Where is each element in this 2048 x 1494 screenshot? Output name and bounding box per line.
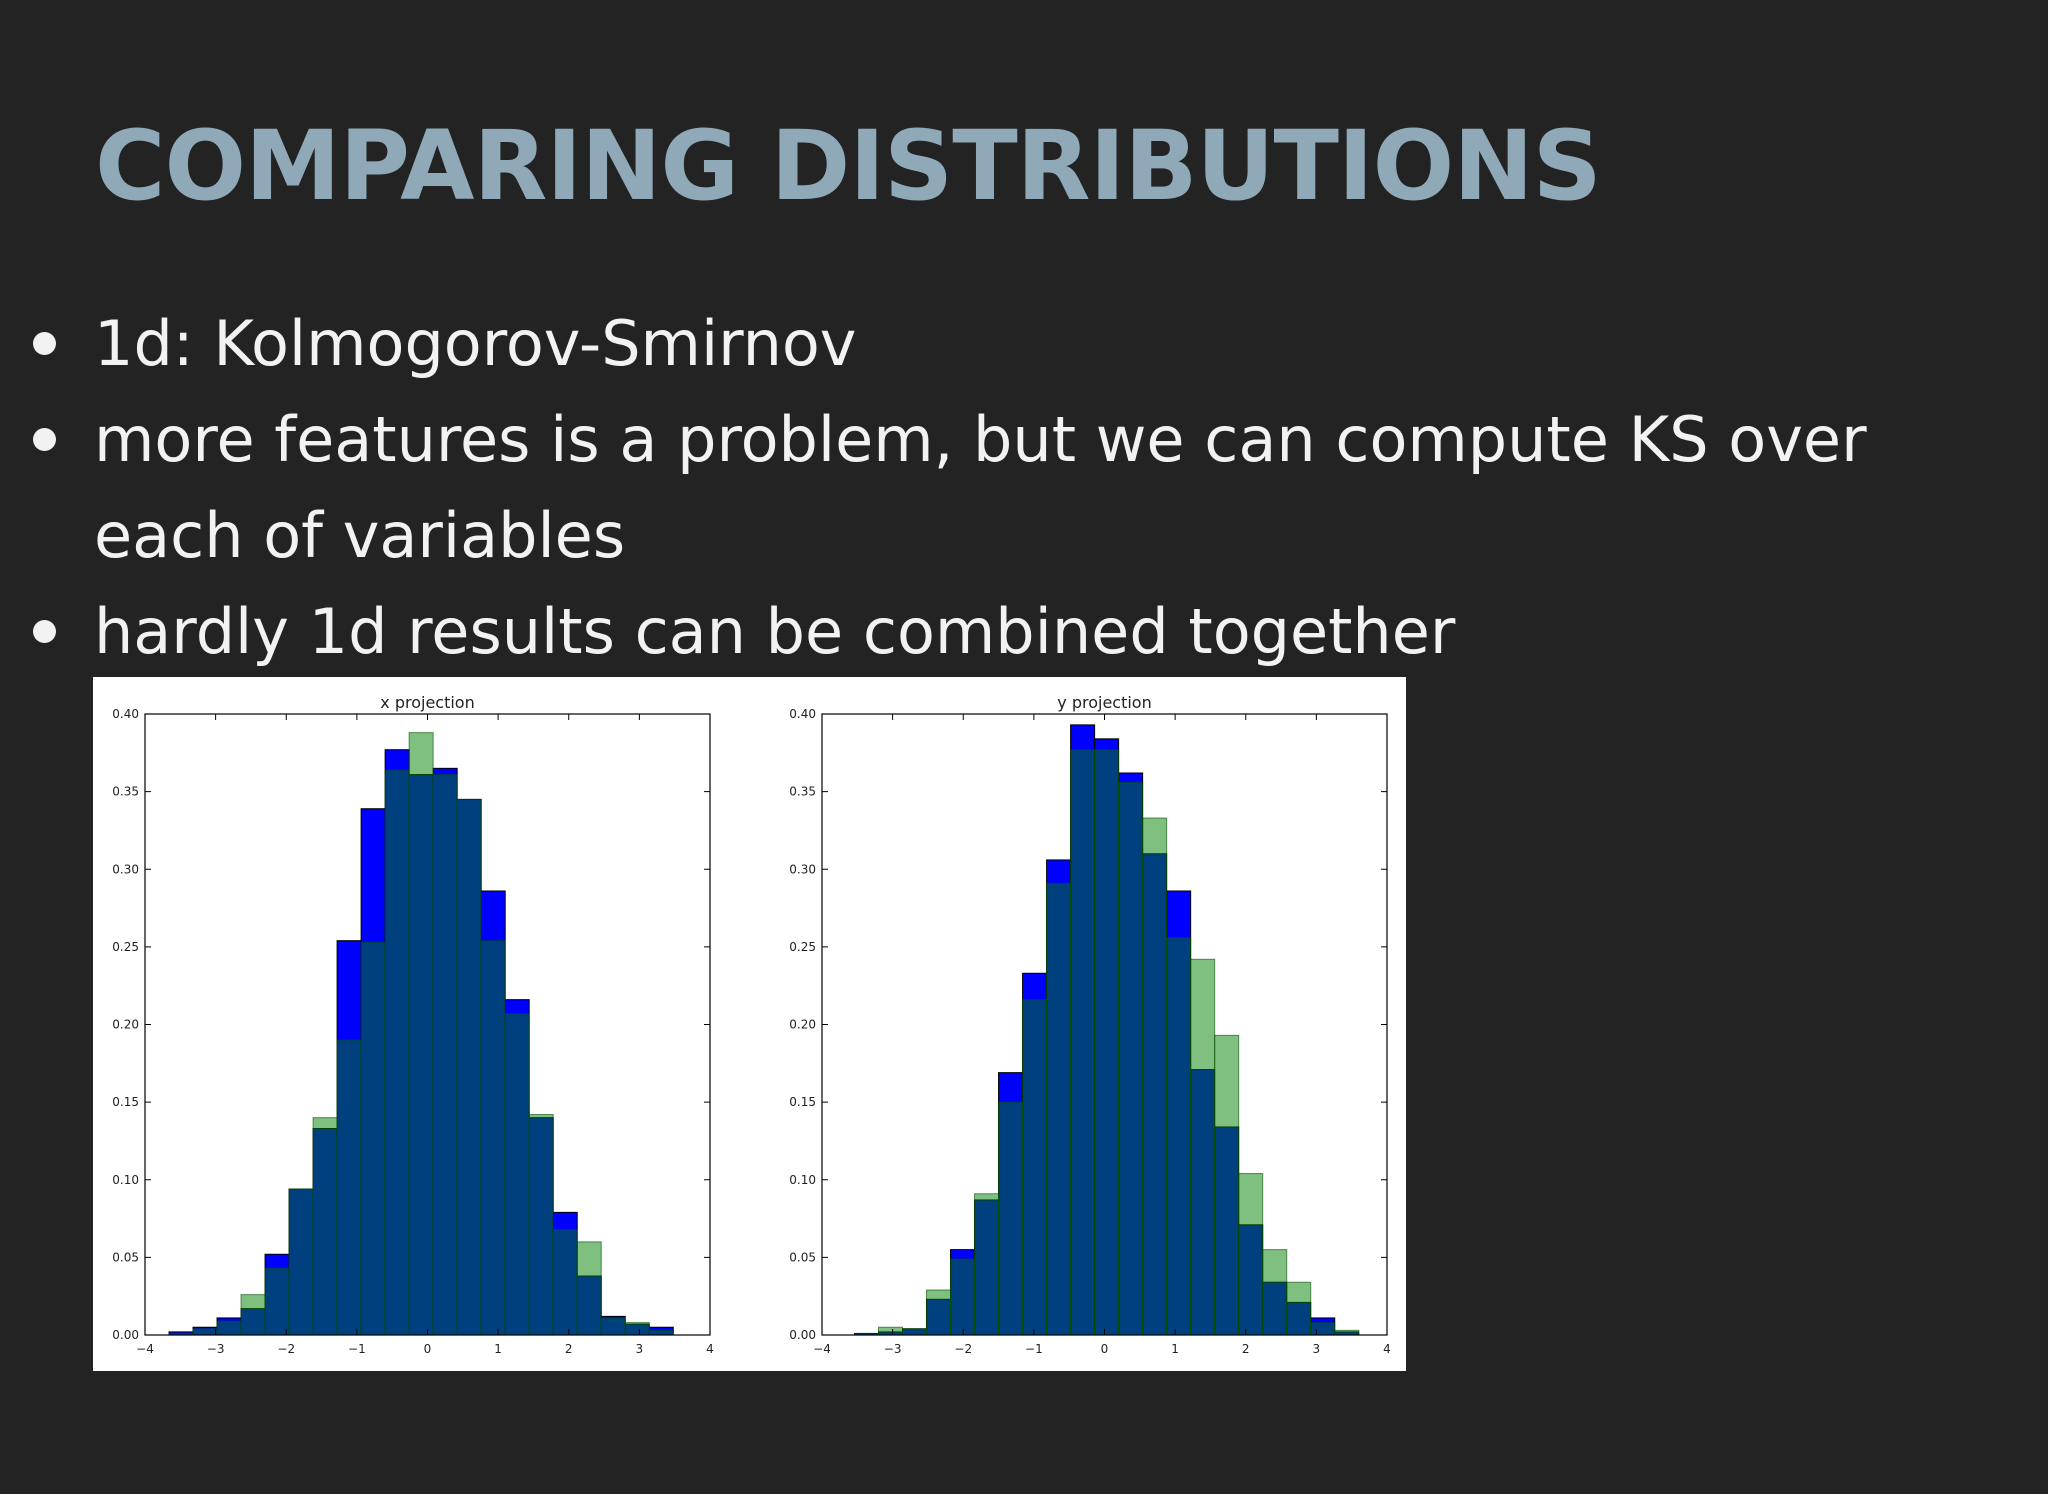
y-tick-label: 0.25 bbox=[789, 940, 816, 954]
x-tick-label: −3 bbox=[207, 1342, 225, 1356]
bar-green bbox=[1286, 1281, 1312, 1336]
x-tick-label: −2 bbox=[954, 1342, 972, 1356]
x-tick-label: 1 bbox=[494, 1342, 502, 1356]
x-tick-label: 2 bbox=[565, 1342, 573, 1356]
bullet-text: hardly 1d results can be combined togeth… bbox=[94, 595, 1456, 668]
bar-green bbox=[1190, 958, 1216, 1336]
bar-green bbox=[528, 1114, 554, 1336]
bar-green bbox=[504, 1013, 530, 1336]
histogram-panel-1: 0.00 0.05 0.10 0.15 0.20 0.25 0.30 0.35 0.40 −4 −3… bbox=[112, 693, 714, 1356]
plot-title: y projection bbox=[1057, 693, 1151, 712]
bar-green bbox=[1142, 817, 1168, 1336]
histogram-figure: 0.00 0.05 0.10 0.15 0.20 0.25 0.30 0.35 0.40 −4 −3… bbox=[93, 677, 1406, 1371]
plot-title: x projection bbox=[380, 693, 474, 712]
bar-green bbox=[1238, 1173, 1264, 1336]
slide-title: COMPARING DISTRIBUTIONS bbox=[95, 110, 1602, 222]
y-tick-label: 0.35 bbox=[112, 785, 139, 799]
x-tick-label: −4 bbox=[813, 1342, 831, 1356]
x-tick-label: 4 bbox=[706, 1342, 714, 1356]
bar-green bbox=[1334, 1329, 1360, 1336]
bar-green bbox=[902, 1328, 928, 1336]
histogram-panel-2: 0.00 0.05 0.10 0.15 0.20 0.25 0.30 0.35 0.40 −4 −3… bbox=[789, 693, 1391, 1356]
bar-green bbox=[878, 1326, 904, 1336]
y-tick-label: 0.00 bbox=[112, 1328, 139, 1342]
bullet-item: 1d: Kolmogorov-Smirnov bbox=[0, 296, 1900, 392]
x-tick-label: −1 bbox=[1025, 1342, 1043, 1356]
x-tick-label: −4 bbox=[136, 1342, 154, 1356]
bar-green bbox=[264, 1267, 290, 1336]
x-tick-label: 1 bbox=[1171, 1342, 1179, 1356]
y-tick-label: 0.10 bbox=[789, 1173, 816, 1187]
bullet-text: 1d: Kolmogorov-Smirnov bbox=[94, 307, 857, 380]
bullet-item: hardly 1d results can be combined togeth… bbox=[0, 584, 1900, 680]
y-tick-label: 0.15 bbox=[112, 1095, 139, 1109]
y-tick-label: 0.10 bbox=[112, 1173, 139, 1187]
bar-green bbox=[1070, 749, 1096, 1336]
y-tick-label: 0.15 bbox=[789, 1095, 816, 1109]
bar-green bbox=[624, 1322, 650, 1336]
bar-green bbox=[288, 1188, 314, 1336]
y-tick-label: 0.35 bbox=[789, 785, 816, 799]
x-tick-label: 0 bbox=[1101, 1342, 1109, 1356]
bar-green bbox=[648, 1329, 674, 1336]
y-tick-label: 0.20 bbox=[112, 1018, 139, 1032]
y-tick-label: 0.05 bbox=[789, 1250, 816, 1264]
bar-green bbox=[1022, 999, 1048, 1336]
bar-green bbox=[1166, 937, 1192, 1336]
histogram-figure-svg: 0.00 0.05 0.10 0.15 0.20 0.25 0.30 0.35 0.40 −4 −3… bbox=[112, 693, 1391, 1356]
bar-green bbox=[216, 1320, 242, 1336]
y-tick-label: 0.40 bbox=[112, 707, 139, 721]
x-tick-label: −3 bbox=[884, 1342, 902, 1356]
bullet-dot-icon bbox=[33, 332, 56, 355]
bar-green bbox=[456, 798, 482, 1336]
bar-green bbox=[1214, 1034, 1240, 1336]
bar-green bbox=[336, 1039, 362, 1336]
y-tick-label: 0.30 bbox=[112, 862, 139, 876]
bullet-dot-icon bbox=[33, 620, 56, 643]
bar-green bbox=[480, 940, 506, 1336]
bullet-item: more features is a problem, but we can c… bbox=[0, 392, 1900, 584]
x-tick-label: 3 bbox=[1313, 1342, 1321, 1356]
y-tick-label: 0.05 bbox=[112, 1250, 139, 1264]
y-tick-label: 0.20 bbox=[789, 1018, 816, 1032]
bar-green bbox=[1310, 1322, 1336, 1336]
y-tick-label: 0.25 bbox=[112, 940, 139, 954]
y-tick-label: 0.40 bbox=[789, 707, 816, 721]
bar-green bbox=[312, 1117, 338, 1336]
bullet-text: more features is a problem, but we can c… bbox=[94, 403, 1867, 572]
x-tick-label: 3 bbox=[636, 1342, 644, 1356]
bullet-dot-icon bbox=[33, 428, 56, 451]
bar-green bbox=[576, 1241, 602, 1336]
x-tick-label: 4 bbox=[1383, 1342, 1391, 1356]
bar-green bbox=[240, 1294, 266, 1336]
bar-green bbox=[360, 941, 386, 1336]
bar-green bbox=[384, 769, 410, 1336]
bar-green bbox=[974, 1193, 1000, 1336]
bullet-list: 1d: Kolmogorov-Smirnov more features is … bbox=[0, 296, 1900, 680]
bar-green bbox=[600, 1317, 626, 1336]
bar-green bbox=[1094, 749, 1120, 1336]
bar-green bbox=[552, 1228, 578, 1336]
y-tick-label: 0.00 bbox=[789, 1328, 816, 1342]
x-tick-label: 2 bbox=[1242, 1342, 1250, 1356]
bar-green bbox=[432, 774, 458, 1336]
bar-green bbox=[192, 1328, 218, 1336]
bar-green bbox=[950, 1258, 976, 1336]
bar-green bbox=[1118, 781, 1144, 1336]
x-tick-label: 0 bbox=[424, 1342, 432, 1356]
bar-green bbox=[1262, 1249, 1288, 1336]
bar-green bbox=[998, 1101, 1024, 1336]
bar-green bbox=[408, 732, 434, 1336]
bar-green bbox=[926, 1289, 952, 1336]
y-tick-label: 0.30 bbox=[789, 862, 816, 876]
x-tick-label: −2 bbox=[277, 1342, 295, 1356]
x-tick-label: −1 bbox=[348, 1342, 366, 1356]
bar-green bbox=[1046, 882, 1072, 1336]
